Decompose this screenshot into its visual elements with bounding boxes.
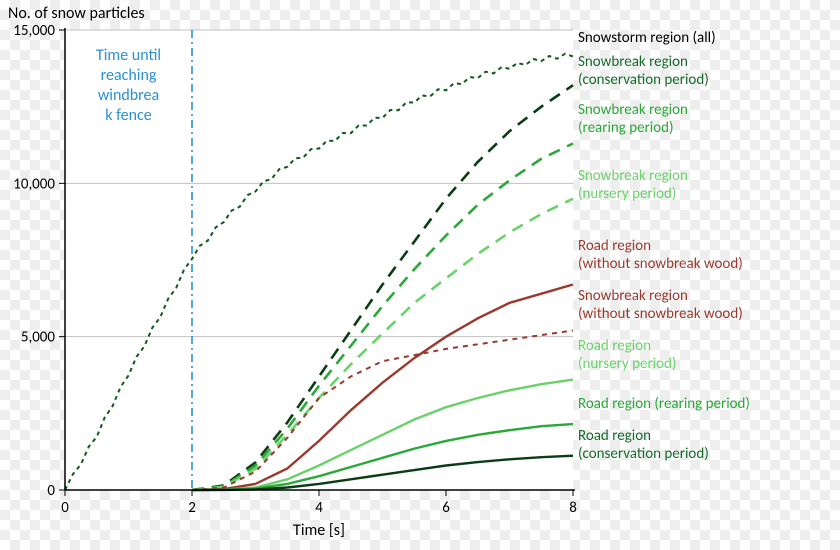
annotation-text: Time untilreachingwindbreak fence <box>96 46 161 125</box>
x-tick-label: 4 <box>315 499 323 517</box>
y-tick-label: 5,000 <box>21 329 56 347</box>
chart-container: 0 5,000 10,000 15,000 0 2 4 6 8 Time untilreachin… <box>0 0 840 550</box>
x-tick-label: 6 <box>442 499 450 517</box>
y-axis-label: No. of snow particles <box>8 4 145 23</box>
legend-snowstorm_all: Snowstorm region (all) <box>578 29 716 47</box>
legend-snowbreak_nursery: Snowbreak region(nursery period) <box>578 167 688 203</box>
legend-road_conservation: Road region(conservation period) <box>578 427 709 463</box>
x-tick-label: 2 <box>188 499 196 517</box>
line-chart: 0 5,000 10,000 15,000 0 2 4 6 8 Time untilreachin… <box>0 0 840 550</box>
y-tick-label: 15,000 <box>13 22 55 40</box>
y-tick-label: 0 <box>47 482 55 500</box>
legend-snowbreak_conservation: Snowbreak region(conservation period) <box>578 53 709 89</box>
legend-road_rearing: Road region (rearing period) <box>578 395 750 413</box>
legend-road_nursery: Road region(nursery period) <box>578 337 676 373</box>
legend-road_without_snowbreak: Road region(without snowbreak wood) <box>578 237 743 273</box>
x-tick-label: 8 <box>569 499 577 517</box>
x-tick-label: 0 <box>61 499 69 517</box>
legend-snowbreak_rearing: Snowbreak region(rearing period) <box>578 101 688 137</box>
legend-snowbreak_without_snowbreak: Snowbreak region(without snowbreak wood) <box>578 287 743 323</box>
y-tick-label: 10,000 <box>13 175 55 193</box>
x-axis-label: Time [s] <box>293 521 345 540</box>
